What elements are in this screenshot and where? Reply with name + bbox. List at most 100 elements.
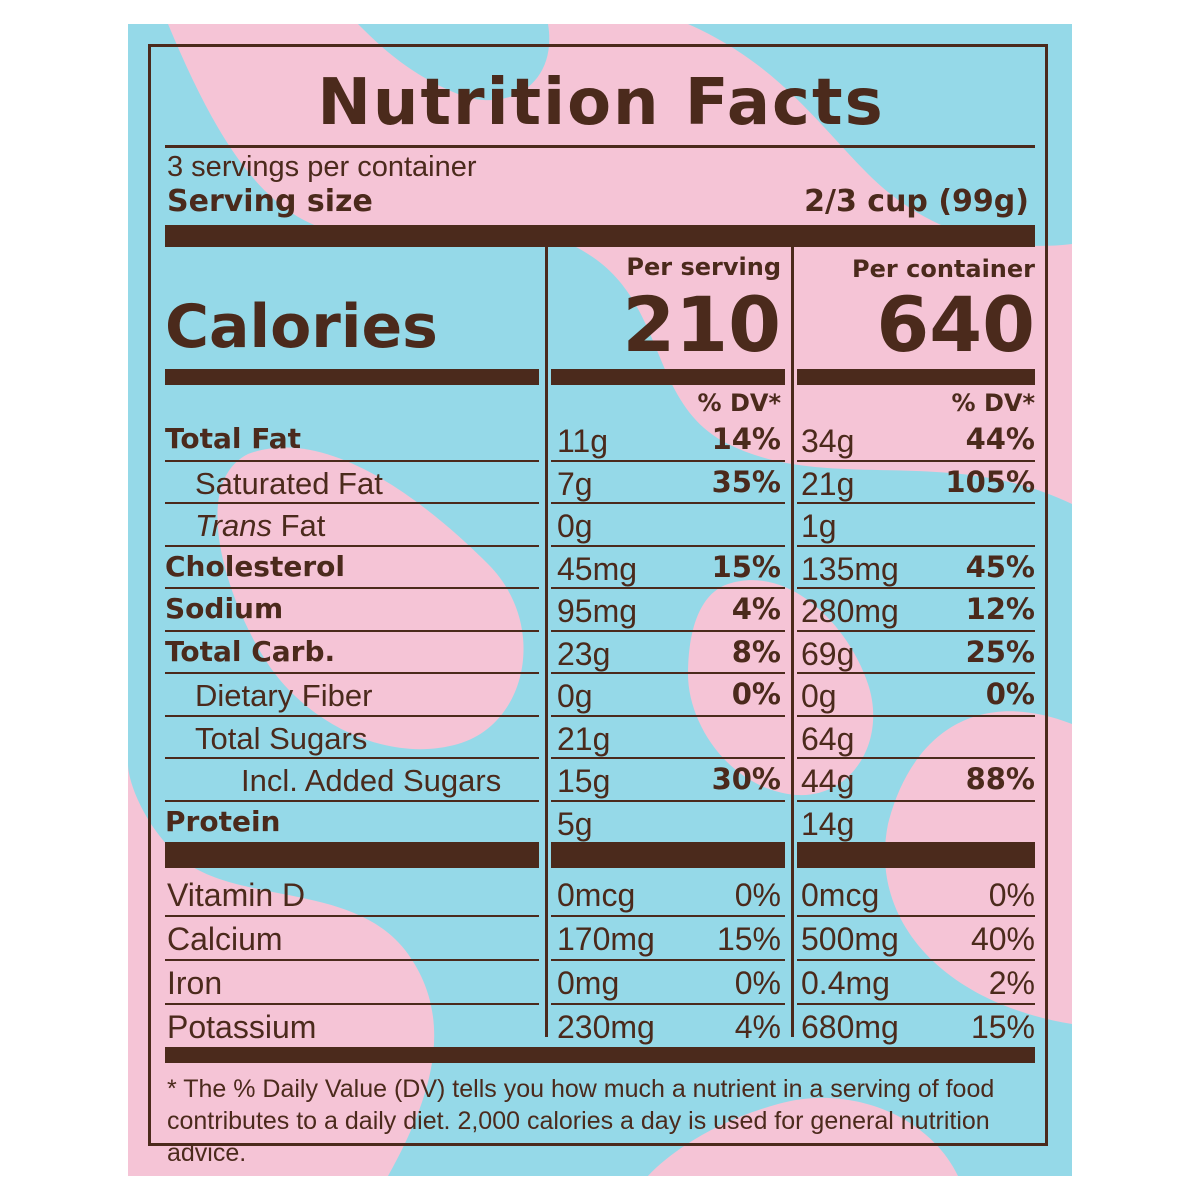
container-amount: 680mg [801,1009,899,1045]
protein-thick-rule-a [165,842,539,868]
nutrient-name: Cholesterol [165,549,345,583]
container-amount: 21g [801,465,855,502]
title-rule [165,145,1035,148]
serving-amount: 170mg [557,921,655,957]
row-divider [551,459,785,462]
nutrient-name: Incl. Added Sugars [241,763,502,798]
container-amount: 69g [801,635,855,672]
row-divider [551,757,785,759]
row-divider [551,672,785,674]
protein-thick-rule-c [797,842,1035,868]
serving-dv: 8% [731,634,781,669]
nutrient-name: Trans Fat [195,508,326,543]
vitamin-name: Calcium [167,921,283,957]
row-divider [551,502,785,504]
row-divider [797,629,1035,632]
nutrient-name: Total Sugars [195,720,368,756]
container-amount: 280mg [801,593,899,629]
row-divider [551,629,785,632]
serving-amount: 45mg [557,550,638,587]
serving-amount: 0g [557,508,593,544]
serving-size-label: Serving size [167,184,373,219]
row-divider [551,1003,785,1005]
nutrient-name: Sodium [165,592,284,625]
row-divider [797,1003,1035,1005]
nutrient-name: Total Carb. [165,634,336,668]
row-divider [165,959,539,961]
dv-header-serving: % DV* [697,389,781,417]
row-divider [165,502,539,504]
container-amount: 0.4mg [801,965,890,1001]
row-divider [551,714,785,717]
serving-amount: 15g [557,763,611,799]
footnote-thick-rule [165,1047,1035,1063]
row-divider [165,672,539,674]
calories-rule-b [551,369,785,385]
serving-dv: 0% [734,877,781,913]
serving-amount: 11g [557,423,609,459]
container-dv: 105% [945,464,1035,499]
row-divider [797,714,1035,717]
label-title: Nutrition Facts [317,66,885,140]
nutrient-name: Total Fat [165,422,302,455]
calories-rule-a [165,369,539,385]
container-dv: 40% [970,921,1035,957]
container-dv: 44% [965,422,1035,456]
nutrition-facts-label: Nutrition Facts 3 servings per container… [148,44,1048,1167]
serving-amount: 0g [557,678,593,714]
row-divider [551,915,785,917]
serving-dv: 35% [711,464,781,499]
row-divider [165,1003,539,1005]
container-dv: 2% [988,965,1035,1001]
row-divider [551,587,785,589]
serving-amount: 95mg [557,593,638,629]
serving-dv: 14% [711,422,781,456]
vitamin-name: Iron [167,965,223,1001]
per-serving-header: Per serving [626,253,781,281]
row-divider [551,959,785,961]
servings-per-container: 3 servings per container [167,151,477,183]
row-divider [165,587,539,589]
row-divider [165,714,539,717]
serving-dv: 4% [734,1009,781,1045]
container-dv: 45% [965,549,1035,584]
calories-rule-c [797,369,1035,385]
serving-amount: 5g [557,805,593,842]
container-dv: 0% [988,877,1035,913]
per-container-header: Per container [852,255,1035,283]
row-divider [797,757,1035,759]
serving-dv: 15% [711,549,781,584]
row-divider [165,459,539,462]
column-divider-2 [791,235,794,1037]
serving-dv: 0% [734,965,781,1001]
container-amount: 0g [801,678,837,714]
column-divider-1 [545,235,548,1037]
row-divider [797,799,1035,802]
container-amount: 135mg [801,550,899,587]
serving-amount: 23g [557,635,611,672]
nutrient-name-italic: Trans [195,508,272,543]
container-dv: 25% [965,634,1035,669]
container-dv: 88% [965,762,1035,796]
vitamin-name: Potassium [167,1009,317,1045]
container-amount: 34g [801,423,855,459]
row-divider [797,959,1035,961]
row-divider [165,544,539,547]
nutrient-name: Saturated Fat [195,465,383,501]
serving-dv: 30% [711,762,781,796]
row-divider [797,544,1035,547]
row-divider [165,757,539,759]
calories-label: Calories [165,292,438,362]
row-divider [797,502,1035,504]
row-divider [797,672,1035,674]
container-amount: 14g [801,805,855,842]
serving-thick-rule [165,225,1035,247]
row-divider [551,799,785,802]
container-dv: 15% [970,1009,1035,1045]
row-divider [165,915,539,917]
vitamin-name: Vitamin D [167,877,306,913]
serving-dv: 0% [731,677,781,711]
row-divider [797,915,1035,917]
serving-amount: 0mcg [557,877,636,913]
serving-amount: 7g [557,465,593,502]
